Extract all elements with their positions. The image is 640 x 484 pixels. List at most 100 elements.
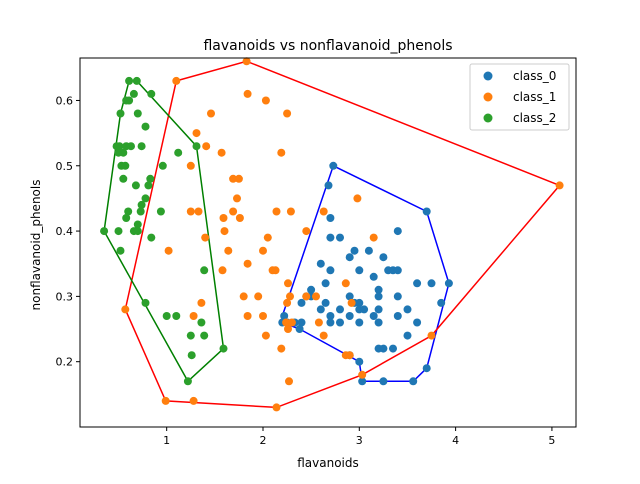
class_1-point <box>277 345 285 353</box>
class_1-point <box>273 403 281 411</box>
class_2-point <box>132 181 140 189</box>
class_0-point <box>423 208 431 216</box>
class_1-point <box>221 227 229 235</box>
x-axis-label: flavanoids <box>297 456 359 470</box>
class_1-point <box>165 247 173 255</box>
y-tick-label: 0.5 <box>56 160 74 173</box>
class_0-point <box>355 319 363 327</box>
class_1-point <box>190 397 198 405</box>
class_0-point <box>394 312 402 320</box>
class_1-point <box>162 397 170 405</box>
class_2-point <box>117 247 125 255</box>
class_0-point <box>322 299 330 307</box>
class_2-point <box>200 266 208 274</box>
legend-label-class_0: class_0 <box>513 69 556 83</box>
class_1-point <box>235 175 243 183</box>
class_0-point <box>375 319 383 327</box>
class_0-point <box>317 260 325 268</box>
class_0-point <box>326 266 334 274</box>
class_1-point <box>320 332 328 340</box>
class_0-point <box>370 312 378 320</box>
class_1-point <box>220 214 228 222</box>
class_2-point <box>121 162 129 170</box>
class_1-point <box>172 77 180 85</box>
class_1-point <box>262 332 270 340</box>
class_2-point <box>157 208 165 216</box>
legend-label-class_2: class_2 <box>513 111 556 125</box>
legend-marker-class_1 <box>484 93 493 102</box>
class_0-point <box>413 279 421 287</box>
class_1-point <box>284 325 292 333</box>
class_0-point <box>360 305 368 313</box>
class_0-point <box>355 358 363 366</box>
class_1-point <box>353 194 361 202</box>
class_2-point <box>134 110 142 118</box>
class_1-point <box>302 292 310 300</box>
class_2-point <box>115 227 123 235</box>
class_1-point <box>272 266 280 274</box>
class_2-point <box>187 332 195 340</box>
x-tick-label: 2 <box>259 434 266 447</box>
y-tick-label: 0.2 <box>56 356 74 369</box>
class_1-point <box>315 319 323 327</box>
class_2-point <box>174 149 182 157</box>
class_1-point <box>233 194 241 202</box>
class_1-point <box>302 227 310 235</box>
class_2-point <box>142 123 150 131</box>
class_0-point <box>325 181 333 189</box>
class_1-point <box>277 149 285 157</box>
class_0-point <box>326 234 334 242</box>
x-tick-label: 4 <box>452 434 459 447</box>
class_2-point <box>193 142 201 150</box>
class_0-point <box>389 345 397 353</box>
class_2-point <box>125 77 133 85</box>
class_2-point <box>122 97 130 105</box>
class_0-point <box>428 279 436 287</box>
class_2-point <box>172 312 180 320</box>
class_2-point <box>197 319 205 327</box>
legend-label-class_1: class_1 <box>513 90 556 104</box>
y-tick-label: 0.3 <box>56 290 74 303</box>
class_0-point <box>346 312 354 320</box>
class_1-point <box>283 299 291 307</box>
class_2-point <box>100 227 108 235</box>
class_1-point <box>240 292 248 300</box>
class_0-point <box>375 305 383 313</box>
class_0-point <box>298 299 306 307</box>
class_1-point <box>346 351 354 359</box>
class_0-point <box>379 253 387 261</box>
class_2-point <box>138 201 146 209</box>
class_1-point <box>273 208 281 216</box>
class_2-point <box>127 142 135 150</box>
class_0-point <box>336 305 344 313</box>
class_1-point <box>358 371 366 379</box>
class_1-point <box>262 97 270 105</box>
class_1-point <box>244 312 252 320</box>
class_1-point <box>259 247 267 255</box>
class_0-point <box>329 162 337 170</box>
class_0-point <box>375 292 383 300</box>
class_1-point <box>370 234 378 242</box>
class_2-point <box>200 332 208 340</box>
class_0-point <box>351 247 359 255</box>
class_1-point <box>121 305 129 313</box>
class_2-point <box>144 181 152 189</box>
class_1-point <box>284 279 292 287</box>
class_1-point <box>264 234 272 242</box>
class_2-point <box>188 351 196 359</box>
class_1-point <box>197 299 205 307</box>
class_1-point <box>187 162 195 170</box>
class_1-point <box>254 292 262 300</box>
class_0-point <box>409 377 417 385</box>
class_1-point <box>244 260 252 268</box>
class_1-point <box>219 266 227 274</box>
class_1-point <box>244 90 252 98</box>
class_1-point <box>224 247 232 255</box>
legend-marker-class_2 <box>484 114 493 123</box>
x-tick-label: 3 <box>356 434 363 447</box>
class_0-point <box>379 345 387 353</box>
class_1-point <box>259 312 267 320</box>
x-tick-label: 5 <box>548 434 555 447</box>
